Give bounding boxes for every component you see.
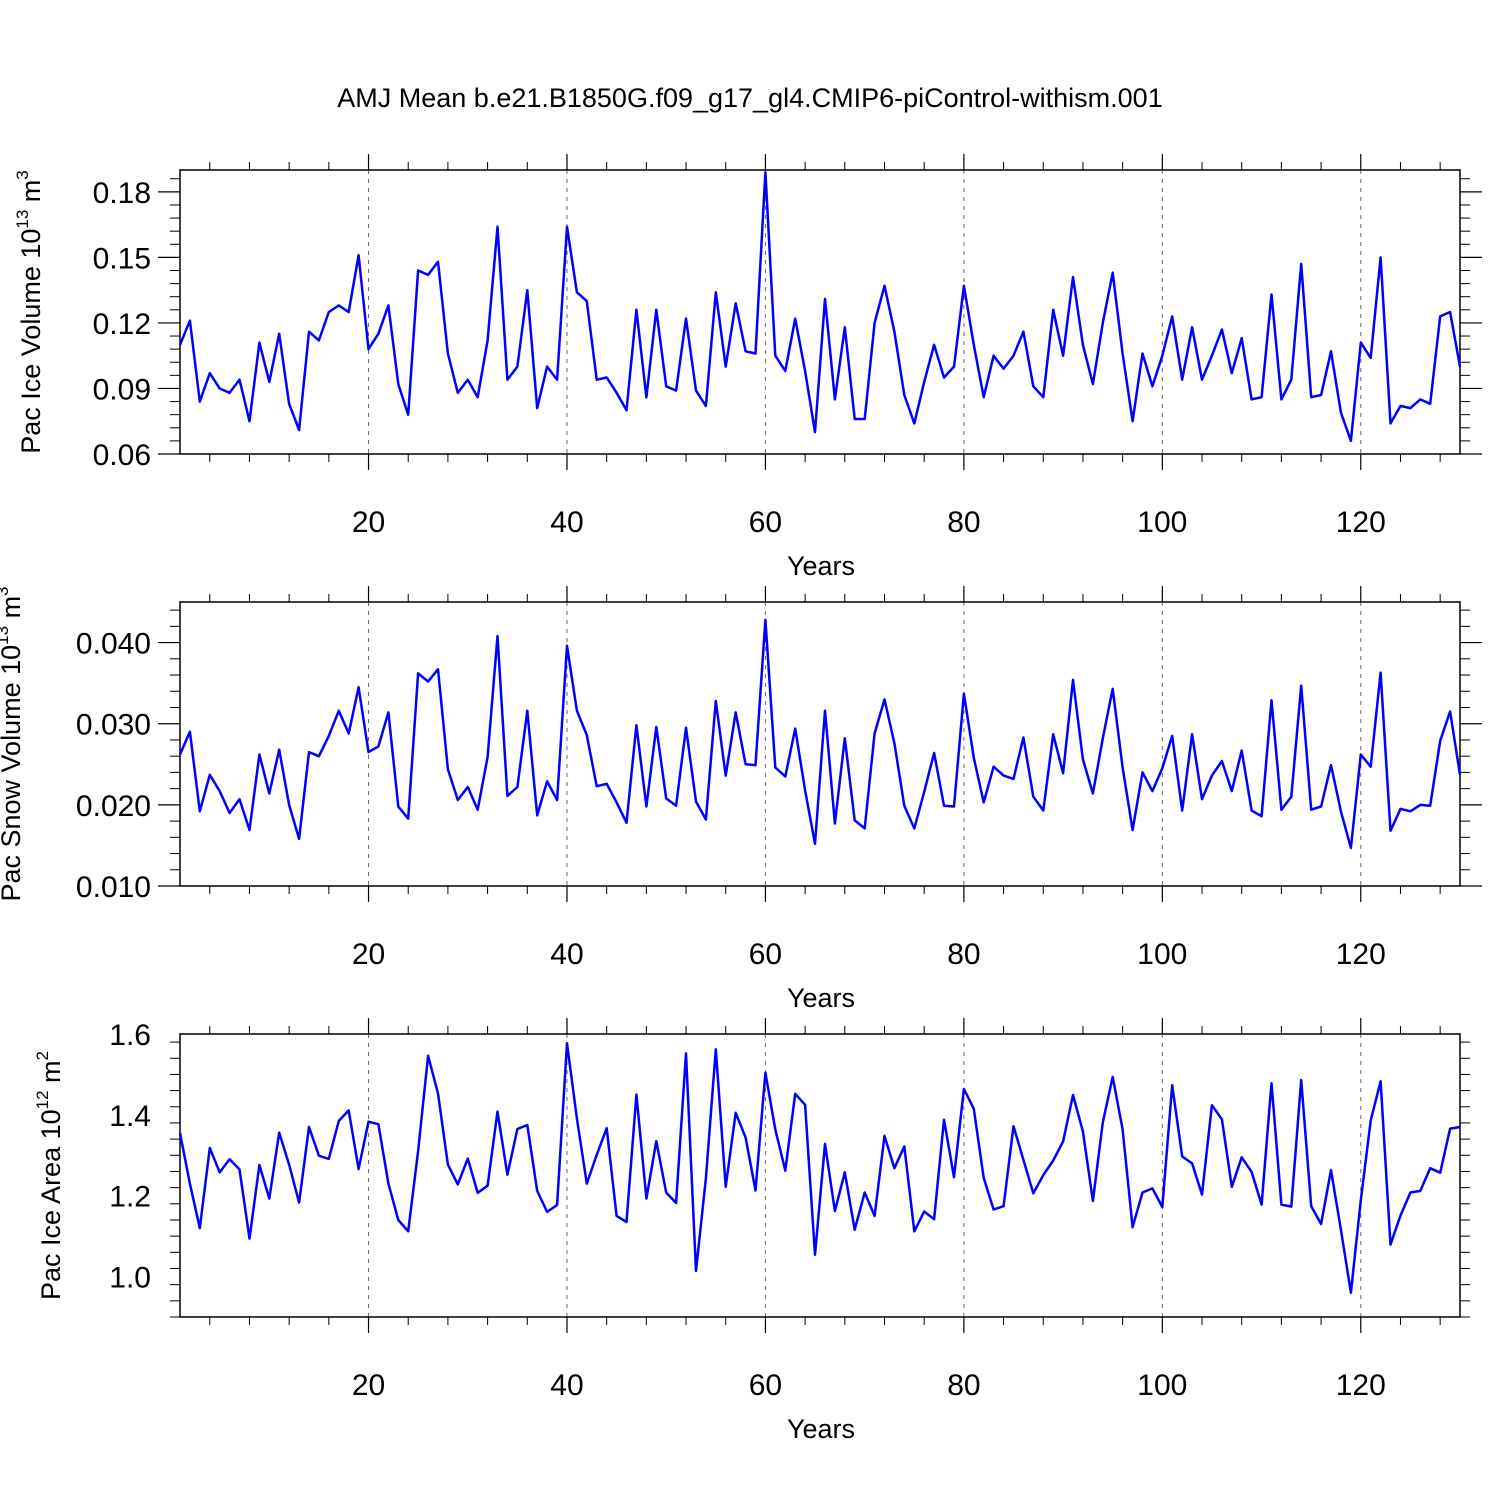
- series-line-1: [178, 1042, 1461, 1294]
- plot-frame: [179, 601, 1461, 887]
- x-tick-label: 60: [749, 938, 782, 971]
- plot-frame: [179, 1033, 1461, 1318]
- y-tick-label: 1.6: [109, 1019, 151, 1052]
- y-tick-label: 0.06: [93, 439, 151, 472]
- y-tick-label: 0.040: [76, 628, 151, 661]
- series-line-1: [178, 618, 1462, 850]
- panels: 20 40 60 80 100 120 0.06 0.09 0.12 0.15 0.18 Years P…: [0, 154, 1482, 1444]
- x-tick-label: 80: [947, 938, 980, 971]
- x-tick-label: 120: [1336, 938, 1386, 971]
- chart-panel-1: 20 40 60 80 100 120 0.06 0.09 0.12 0.15 0.18 Years P…: [13, 154, 1482, 581]
- x-tick-label: 100: [1137, 1369, 1187, 1402]
- plot-frame: [179, 169, 1461, 455]
- x-tick-label: 100: [1137, 506, 1187, 539]
- x-tick-label: 40: [550, 1369, 583, 1402]
- chart-panel-3: 20 40 60 80 100 120 1.0 1.2 1.4 1.6 Years Pac Ice A…: [33, 1018, 1470, 1444]
- x-tick-label: 60: [749, 1369, 782, 1402]
- x-axis-label: Years: [787, 983, 855, 1013]
- series-line-1: [178, 170, 1462, 443]
- figure-title: AMJ Mean b.e21.B1850G.f09_g17_gl4.CMIP6-…: [337, 83, 1162, 113]
- x-tick-label: 60: [749, 506, 782, 539]
- y-tick-label: 1.2: [109, 1181, 151, 1214]
- y-tick-label: 0.12: [93, 308, 151, 341]
- x-tick-label: 120: [1336, 506, 1386, 539]
- y-tick-label: 0.030: [76, 709, 151, 742]
- y-axis-label: Pac Snow Volume 1013 m3: [0, 586, 26, 901]
- x-tick-label: 100: [1137, 938, 1187, 971]
- y-tick-label: 0.15: [93, 242, 151, 275]
- x-tick-label: 20: [352, 506, 385, 539]
- y-axis-label: Pac Ice Volume 1013 m3: [13, 170, 46, 454]
- x-tick-label: 120: [1336, 1369, 1386, 1402]
- x-tick-label: 40: [550, 938, 583, 971]
- y-tick-label: 1.4: [109, 1100, 151, 1133]
- y-tick-label: 0.020: [76, 790, 151, 823]
- x-tick-label: 80: [947, 506, 980, 539]
- y-axis-label: Pac Ice Area 1012 m2: [33, 1051, 66, 1300]
- x-tick-label: 20: [352, 1369, 385, 1402]
- x-tick-label: 20: [352, 938, 385, 971]
- x-tick-label: 40: [550, 506, 583, 539]
- y-tick-label: 0.18: [93, 177, 151, 210]
- y-tick-label: 1.0: [109, 1262, 151, 1295]
- x-axis-label: Years: [787, 1414, 855, 1444]
- x-tick-label: 80: [947, 1369, 980, 1402]
- chart-panel-2: 20 40 60 80 100 120 0.010 0.020 0.030 0.040 Years P…: [0, 586, 1482, 1013]
- x-axis-label: Years: [787, 551, 855, 581]
- y-tick-label: 0.010: [76, 871, 151, 904]
- y-tick-label: 0.09: [93, 373, 151, 406]
